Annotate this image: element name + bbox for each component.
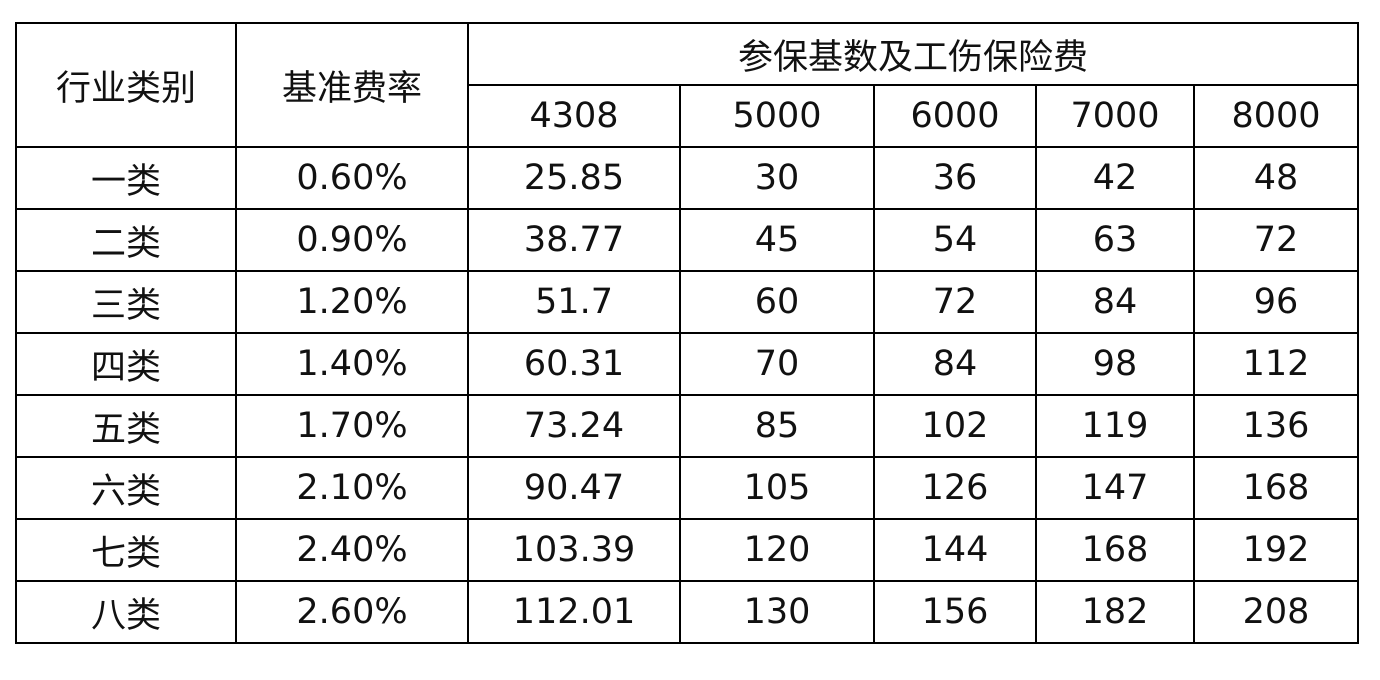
data-cell: 120: [679, 518, 875, 582]
data-cell: 112: [1192, 332, 1360, 396]
data-cell: 168: [1035, 518, 1195, 582]
data-cell: 72: [1192, 208, 1360, 272]
data-cell: 2.10%: [235, 456, 469, 520]
data-cell: 208: [1192, 580, 1360, 644]
data-row: 六类 2.10% 90.47 105 126 147 168: [15, 456, 1360, 520]
table-body: 行业类别 基准费率 参保基数及工伤保险费 4308 5000 6000 7000 800…: [15, 22, 1360, 644]
data-cell: 126: [873, 456, 1037, 520]
data-cell: 30: [679, 146, 875, 210]
data-cell: 72: [873, 270, 1037, 334]
base-cell: 6000: [873, 84, 1037, 148]
data-cell: 98: [1035, 332, 1195, 396]
data-cell: 119: [1035, 394, 1195, 458]
data-cell: 84: [1035, 270, 1195, 334]
data-cell: 182: [1035, 580, 1195, 644]
data-cell: 二类: [15, 208, 237, 272]
data-cell: 192: [1192, 518, 1360, 582]
data-cell: 136: [1192, 394, 1360, 458]
header-row: 行业类别 基准费率 参保基数及工伤保险费: [15, 22, 1360, 148]
insurance-table: 行业类别 基准费率 参保基数及工伤保险费 4308 5000 6000 7000 800…: [15, 22, 1360, 644]
data-cell: 1.40%: [235, 332, 469, 396]
data-cell: 四类: [15, 332, 237, 396]
data-row: 四类 1.40% 60.31 70 84 98 112: [15, 332, 1360, 396]
data-cell: 84: [873, 332, 1037, 396]
data-cell: 85: [679, 394, 875, 458]
data-cell: 70: [679, 332, 875, 396]
data-cell: 25.85: [467, 146, 681, 210]
data-cell: 八类: [15, 580, 237, 644]
data-cell: 42: [1035, 146, 1195, 210]
data-row: 七类 2.40% 103.39 120 144 168 192: [15, 518, 1360, 582]
data-cell: 96: [1192, 270, 1360, 334]
data-cell: 45: [679, 208, 875, 272]
data-cell: 102: [873, 394, 1037, 458]
data-row: 五类 1.70% 73.24 85 102 119 136: [15, 394, 1360, 458]
data-cell: 七类: [15, 518, 237, 582]
data-cell: 60.31: [467, 332, 681, 396]
data-cell: 三类: [15, 270, 237, 334]
data-cell: 2.40%: [235, 518, 469, 582]
data-cell: 六类: [15, 456, 237, 520]
header-cell: 行业类别: [15, 22, 237, 148]
data-row: 二类 0.90% 38.77 45 54 63 72: [15, 208, 1360, 272]
data-cell: 130: [679, 580, 875, 644]
data-cell: 60: [679, 270, 875, 334]
data-cell: 105: [679, 456, 875, 520]
data-cell: 36: [873, 146, 1037, 210]
data-cell: 112.01: [467, 580, 681, 644]
data-cell: 103.39: [467, 518, 681, 582]
data-cell: 0.60%: [235, 146, 469, 210]
base-cell: 7000: [1035, 84, 1195, 148]
data-cell: 144: [873, 518, 1037, 582]
data-cell: 90.47: [467, 456, 681, 520]
data-cell: 一类: [15, 146, 237, 210]
data-cell: 38.77: [467, 208, 681, 272]
data-cell: 48: [1192, 146, 1360, 210]
base-cell: 4308: [467, 84, 681, 148]
header-cell: 基准费率: [235, 22, 469, 148]
data-row: 八类 2.60% 112.01 130 156 182 208: [15, 580, 1360, 644]
base-cell: 8000: [1192, 84, 1360, 148]
data-cell: 63: [1035, 208, 1195, 272]
base-cell: 5000: [679, 84, 875, 148]
data-row: 一类 0.60% 25.85 30 36 42 48: [15, 146, 1360, 210]
data-cell: 54: [873, 208, 1037, 272]
data-cell: 1.70%: [235, 394, 469, 458]
data-cell: 1.20%: [235, 270, 469, 334]
data-cell: 156: [873, 580, 1037, 644]
data-cell: 51.7: [467, 270, 681, 334]
data-cell: 五类: [15, 394, 237, 458]
header-cell: 参保基数及工伤保险费: [466, 22, 1360, 86]
data-cell: 2.60%: [235, 580, 469, 644]
data-cell: 0.90%: [235, 208, 469, 272]
base-row: 4308 5000 6000 7000 8000: [16, 84, 1360, 148]
data-row: 三类 1.20% 51.7 60 72 84 96: [15, 270, 1360, 334]
data-cell: 168: [1192, 456, 1360, 520]
data-cell: 147: [1035, 456, 1195, 520]
data-cell: 73.24: [467, 394, 681, 458]
